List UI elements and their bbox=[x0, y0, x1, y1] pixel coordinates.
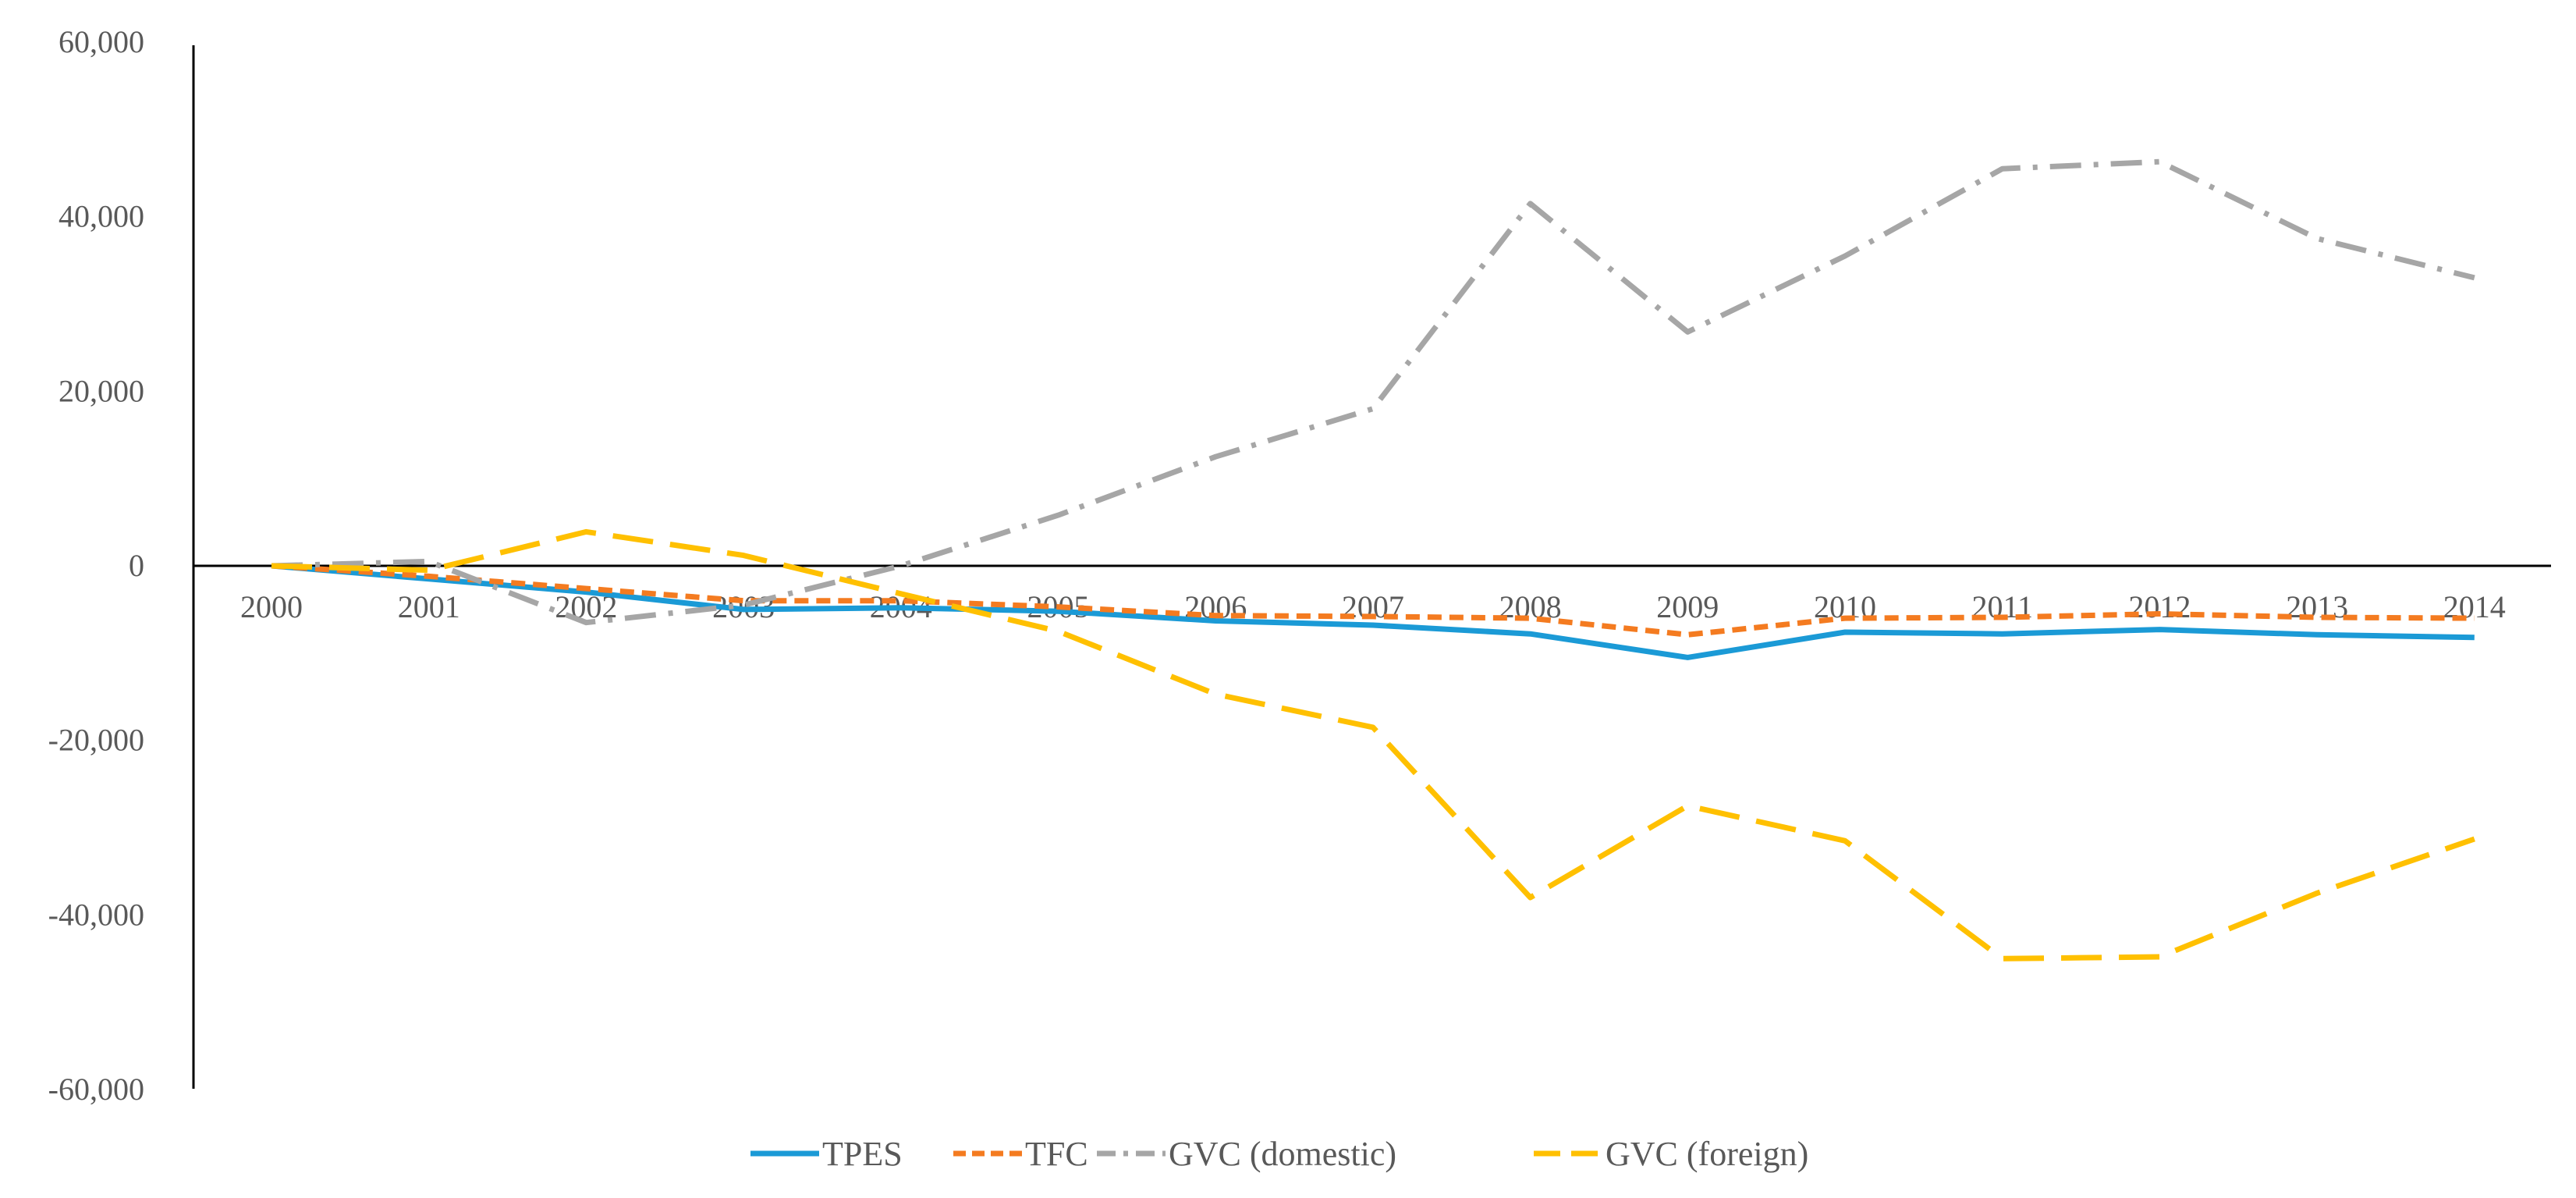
y-tick-label: -20,000 bbox=[48, 723, 144, 758]
x-tick-label: 2001 bbox=[398, 589, 460, 624]
legend-label-tfc: TFC bbox=[1025, 1135, 1088, 1173]
series-line-gvc-foreign bbox=[271, 528, 2475, 962]
y-tick-label: -40,000 bbox=[48, 897, 144, 932]
y-tick-label: 20,000 bbox=[59, 373, 144, 408]
x-tick-label: 2000 bbox=[240, 589, 303, 624]
series-line-gvc-domestic bbox=[271, 158, 2475, 626]
legend-label-gvc-domestic: GVC (domestic) bbox=[1169, 1135, 1396, 1173]
x-tick-label: 2013 bbox=[2286, 589, 2348, 624]
x-tick-label: 2009 bbox=[1656, 589, 1719, 624]
x-tick-label: 2012 bbox=[2128, 589, 2191, 624]
legend-label-tpes: TPES bbox=[822, 1135, 903, 1173]
series-line-tfc bbox=[271, 563, 2475, 638]
y-tick-label: 40,000 bbox=[59, 199, 144, 234]
y-tick-label: -60,000 bbox=[48, 1072, 144, 1107]
series-line-tpes bbox=[271, 563, 2475, 660]
y-tick-label: 60,000 bbox=[59, 24, 144, 59]
legend-label-gvc-foreign: GVC (foreign) bbox=[1606, 1135, 1808, 1173]
series-lines bbox=[271, 158, 2475, 962]
y-tick-labels: 60,000 40,000 20,000 0 -20,000 -40,000 -60,000 bbox=[48, 24, 144, 1107]
legend: TPES TFC GVC (domestic) GVC (foreign) bbox=[750, 1135, 1808, 1173]
x-tick-label: 2008 bbox=[1499, 589, 1562, 624]
y-tick-label: 0 bbox=[129, 548, 144, 583]
